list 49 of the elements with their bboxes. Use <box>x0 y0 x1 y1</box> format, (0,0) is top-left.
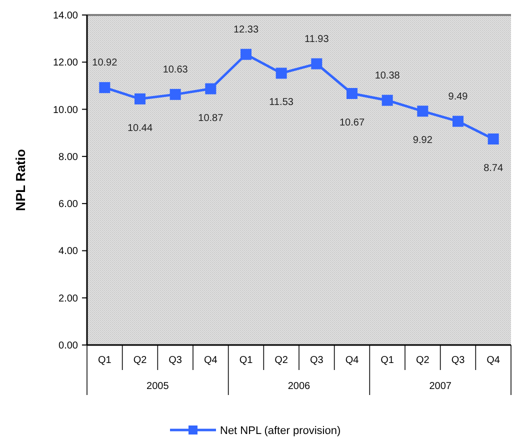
x-tick-label: Q1 <box>98 355 112 366</box>
x-tick-label: Q3 <box>451 355 466 366</box>
data-label: 10.67 <box>339 117 365 128</box>
y-tick-label: 2.00 <box>58 293 78 304</box>
x-tick-label: Q4 <box>486 355 500 366</box>
y-tick-label: 4.00 <box>58 246 78 258</box>
x-tick-label: Q4 <box>204 355 218 366</box>
y-tick-label: 8.00 <box>58 152 78 163</box>
data-label: 8.74 <box>484 162 504 174</box>
point <box>346 88 358 99</box>
data-label: 12.33 <box>233 24 259 36</box>
data-label: 10.38 <box>374 70 400 82</box>
data-label: 9.49 <box>448 91 468 102</box>
x-tick-label: Q2 <box>133 355 148 366</box>
point <box>99 82 110 94</box>
x-tick-label: Q1 <box>380 355 394 366</box>
y-axis-title: NPL Ratio <box>13 149 28 211</box>
point <box>452 116 464 127</box>
x-tick-label: Q2 <box>416 355 430 366</box>
x-tick-label: Q4 <box>345 355 360 366</box>
x-tick-label: Q2 <box>274 355 288 366</box>
data-label: 10.44 <box>127 122 153 134</box>
y-tick-label: 6.00 <box>58 199 78 210</box>
point <box>311 58 322 70</box>
data-label: 11.53 <box>269 97 294 108</box>
data-label: 10.63 <box>162 64 188 76</box>
data-label: 9.92 <box>412 135 433 146</box>
point <box>488 133 499 144</box>
point <box>240 48 252 60</box>
data-label: 10.92 <box>92 58 118 69</box>
point <box>417 106 428 117</box>
legend-label: Net NPL (after provision) <box>220 424 341 437</box>
data-label: 10.87 <box>198 112 224 124</box>
point <box>205 83 216 94</box>
x-tick-label: Q3 <box>310 355 324 366</box>
text: 2005 <box>146 381 170 392</box>
y-tick-label: 0.00 <box>58 340 78 352</box>
text: 2007 <box>429 381 452 392</box>
y-tick-label: 12.00 <box>52 58 78 69</box>
point <box>382 94 393 106</box>
text: 2006 <box>288 381 311 392</box>
point <box>134 93 146 104</box>
y-tick-label: 10.00 <box>52 104 78 116</box>
x-tick-label: Q3 <box>168 355 182 366</box>
point <box>170 88 181 100</box>
point <box>276 68 287 79</box>
x-tick-label: Q1 <box>239 355 254 366</box>
y-tick-label: 14.00 <box>52 10 78 22</box>
data-label: 11.93 <box>304 34 330 45</box>
